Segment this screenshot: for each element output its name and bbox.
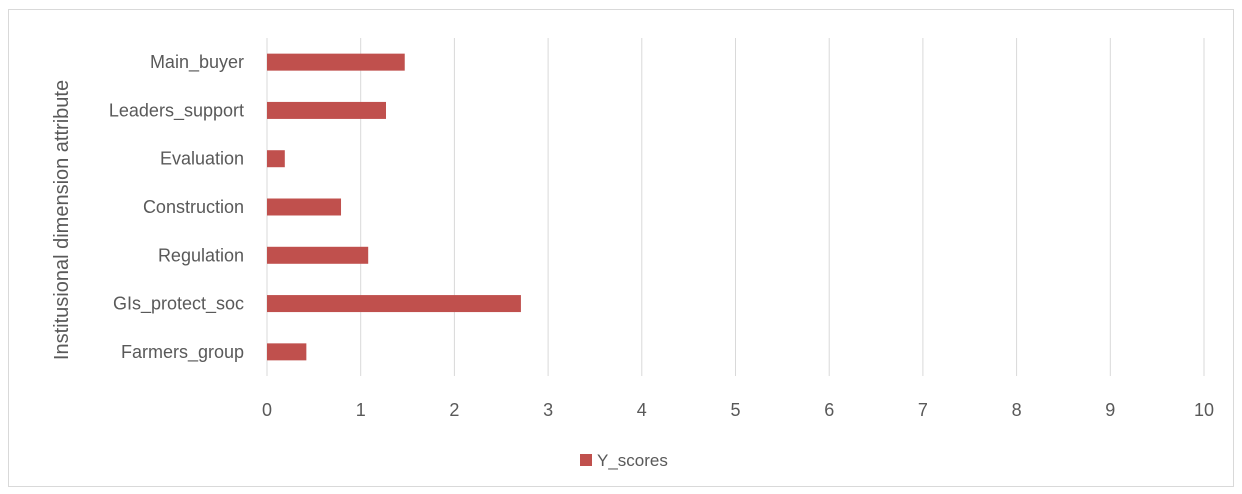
x-tick-label: 0 — [262, 400, 272, 420]
legend: Y_scores — [580, 451, 668, 470]
bars — [267, 53, 521, 361]
legend-swatch — [580, 454, 592, 466]
x-tick-label: 4 — [637, 400, 647, 420]
x-tick-label: 3 — [543, 400, 553, 420]
x-tick-label: 10 — [1194, 400, 1214, 420]
chart-frame — [8, 9, 1234, 487]
category-label: Evaluation — [160, 149, 244, 169]
category-label: Regulation — [158, 245, 244, 265]
y-axis-title: Institusional dimension attribute — [51, 80, 73, 360]
bar-Construction — [267, 198, 342, 216]
bar-Leaders_support — [267, 101, 386, 119]
category-label: Farmers_group — [121, 342, 244, 363]
gridlines — [266, 38, 1205, 376]
category-label: Construction — [143, 197, 244, 217]
bar-Main_buyer — [267, 53, 405, 71]
category-label: GIs_protect_soc — [113, 294, 244, 315]
x-tick-label: 8 — [1012, 400, 1022, 420]
x-tick-label: 2 — [449, 400, 459, 420]
category-label: Leaders_support — [109, 100, 244, 121]
x-tick-label: 5 — [730, 400, 740, 420]
x-tick-label: 7 — [918, 400, 928, 420]
x-tick-label: 1 — [356, 400, 366, 420]
category-label: Main_buyer — [150, 52, 244, 73]
x-tick-label: 6 — [824, 400, 834, 420]
category-labels: Main_buyer Leaders_support Evaluation Const… — [109, 52, 244, 363]
legend-label: Y_scores — [597, 451, 668, 470]
bar-Farmers_group — [267, 343, 307, 361]
x-axis-ticks: 0 1 2 3 4 5 6 7 8 9 10 — [262, 400, 1214, 420]
bar-Regulation — [267, 246, 369, 264]
bar-GIs_protect_soc — [267, 295, 521, 313]
x-tick-label: 9 — [1105, 400, 1115, 420]
bar-Evaluation — [267, 150, 285, 168]
